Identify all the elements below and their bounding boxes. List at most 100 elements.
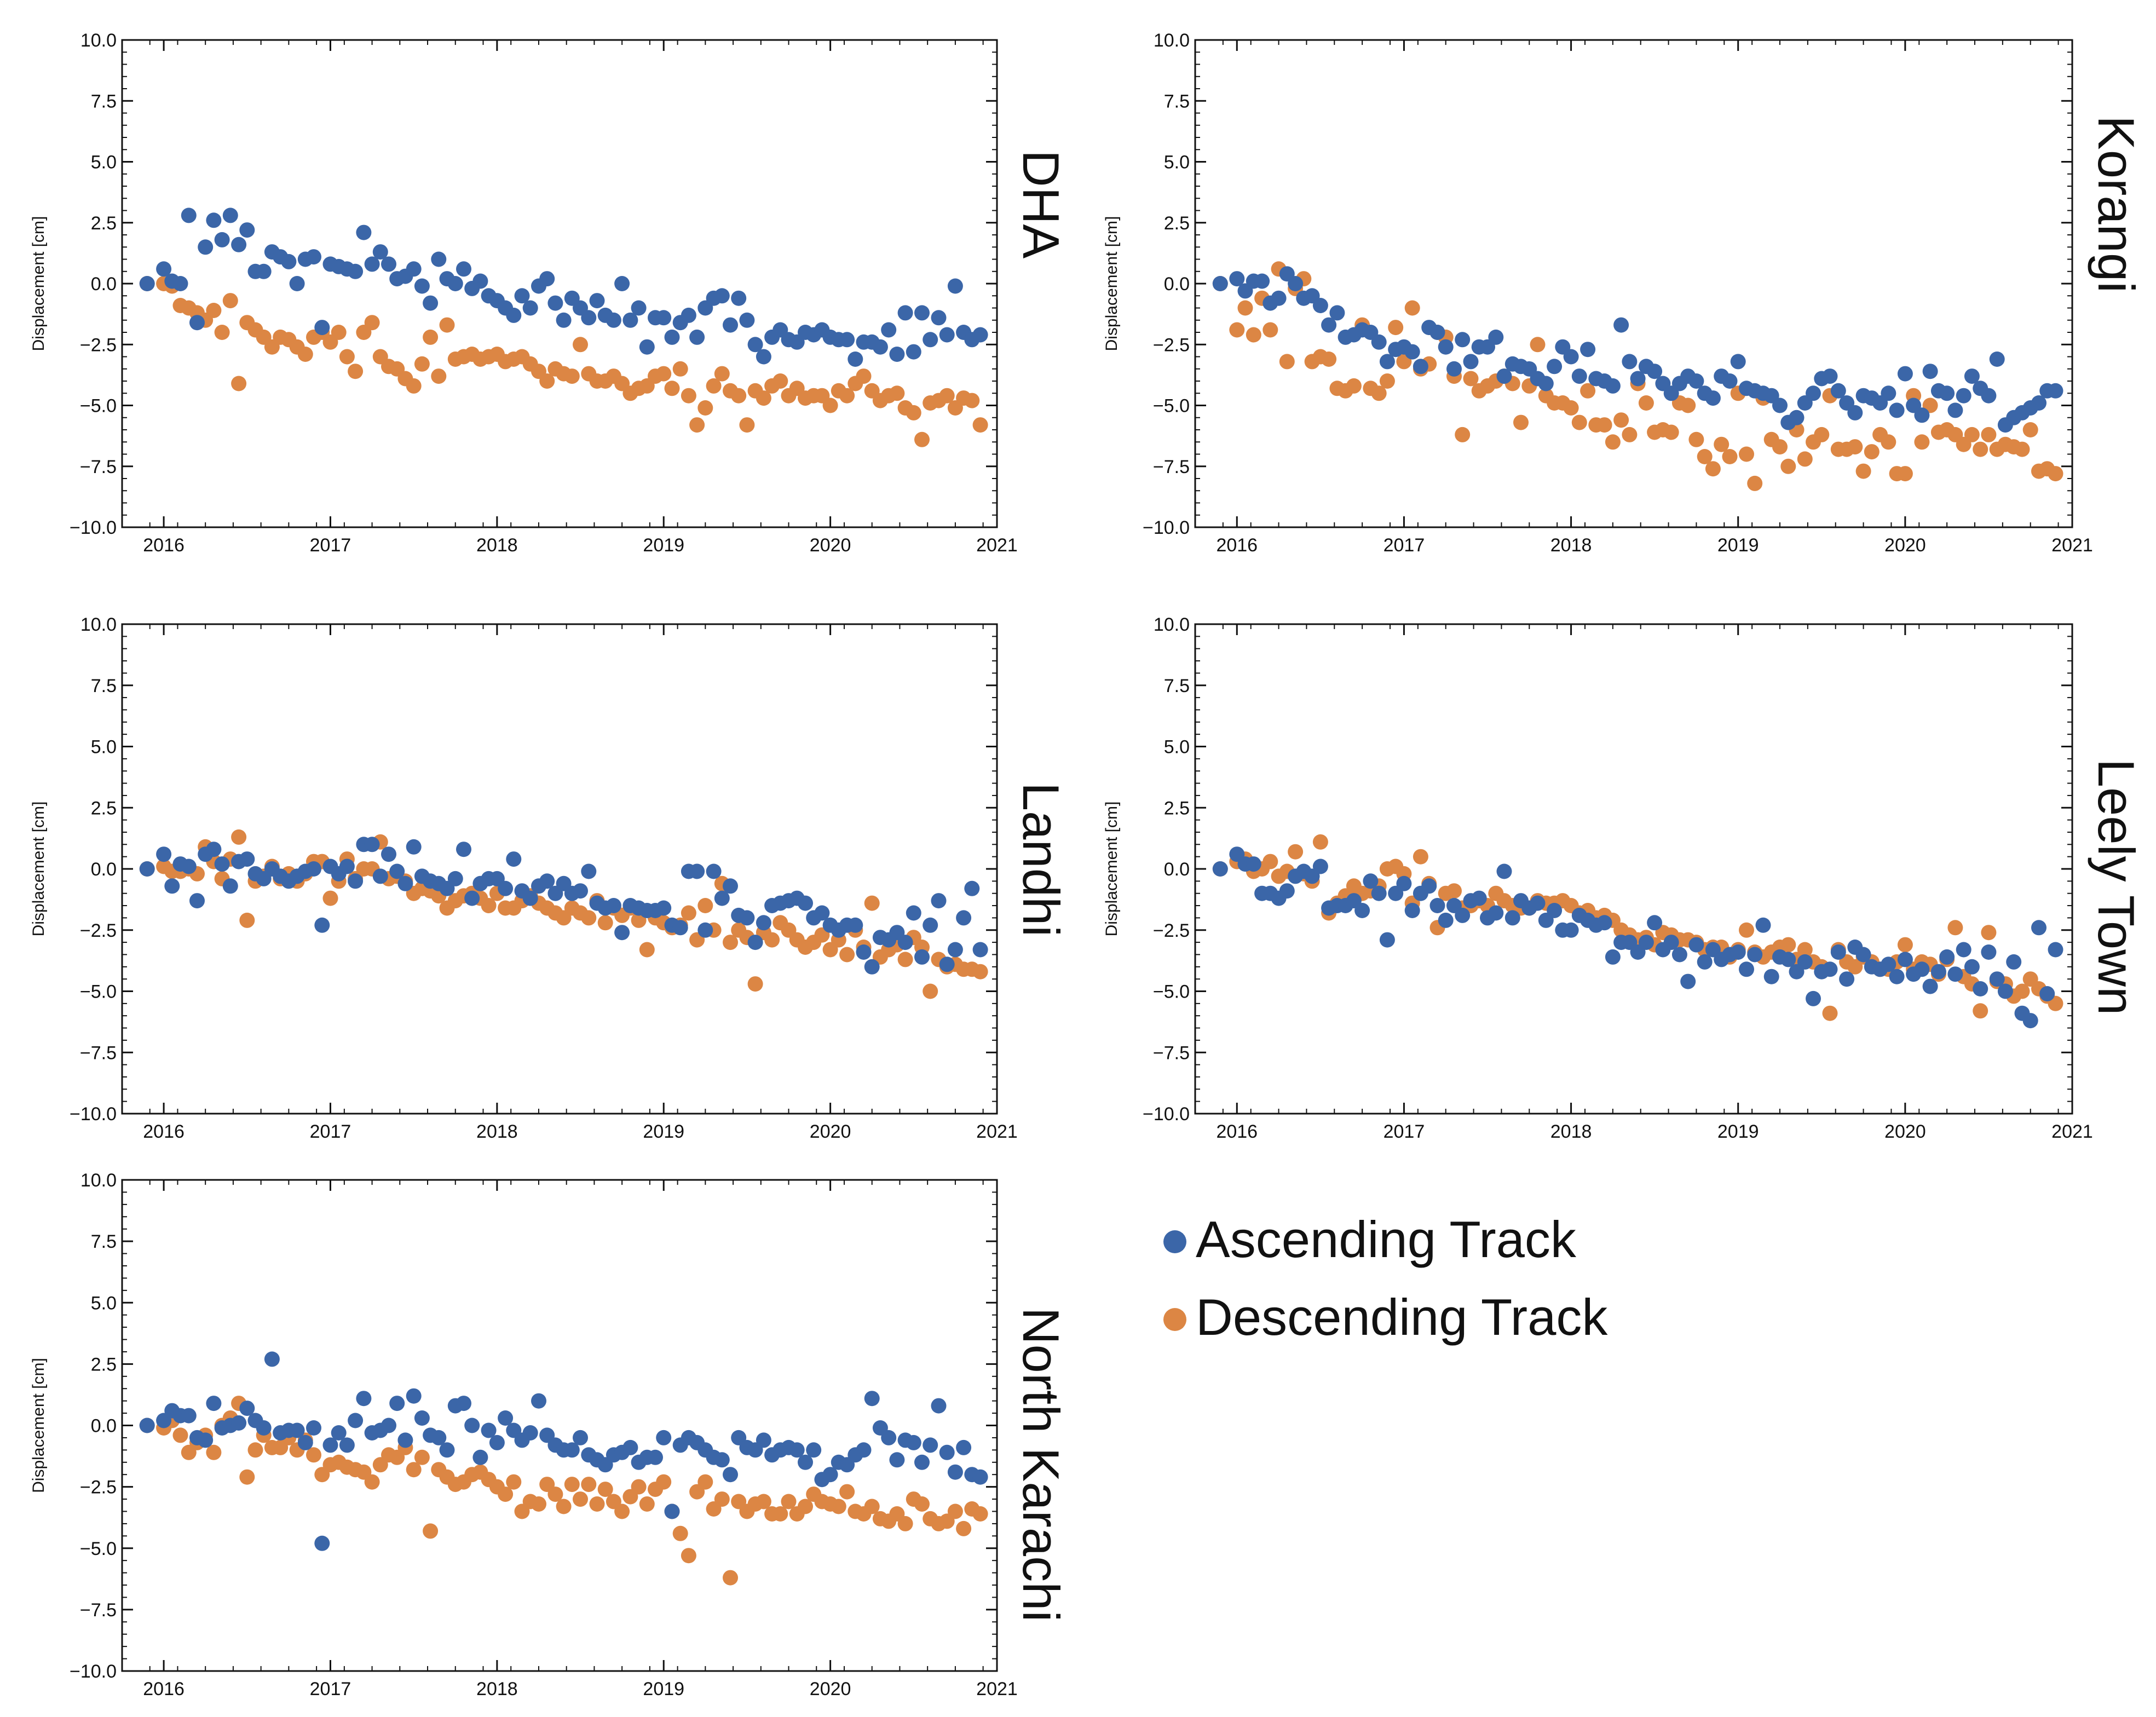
data-point-descending <box>506 1474 522 1490</box>
data-point-ascending <box>1630 371 1646 387</box>
data-point-ascending <box>1563 922 1579 938</box>
data-point-descending <box>1371 385 1387 401</box>
y-axis-label: Displacement [cm] <box>1103 802 1121 937</box>
data-point-descending <box>1663 424 1679 440</box>
data-point-ascending <box>1371 885 1387 901</box>
data-point-ascending <box>439 1442 455 1458</box>
data-point-ascending <box>539 271 555 287</box>
y-tick-label: 2.5 <box>91 213 117 234</box>
x-tick-label-2020: 2020 <box>1884 1121 1926 1142</box>
data-point-ascending <box>1881 385 1896 401</box>
data-point-descending <box>631 1479 647 1495</box>
data-point-ascending <box>206 842 222 857</box>
data-point-descending <box>1947 920 1963 936</box>
data-point-descending <box>1563 400 1579 416</box>
data-point-descending <box>348 364 364 379</box>
data-point-ascending <box>181 858 197 874</box>
y-tick-label: 7.5 <box>1164 676 1190 696</box>
data-point-ascending <box>881 322 897 338</box>
data-point-ascending <box>564 1442 580 1458</box>
data-point-descending <box>564 368 580 384</box>
data-point-descending <box>756 390 771 406</box>
x-tick-label-2018: 2018 <box>1550 1121 1592 1142</box>
chart-panel-north-karachi: 2016 2017 2018 2019 2020 2021 10.0 7.5 5.0 2.5 0.0… <box>30 1170 1070 1699</box>
data-point-descending <box>581 910 597 926</box>
data-point-ascending <box>397 1432 413 1448</box>
data-point-ascending <box>348 263 364 279</box>
series-ascending <box>139 837 988 975</box>
data-point-descending <box>1822 1005 1838 1021</box>
data-point-descending <box>923 983 938 999</box>
data-point-ascending <box>1571 368 1587 384</box>
data-point-ascending <box>1730 354 1746 370</box>
data-point-descending <box>964 393 980 408</box>
data-point-ascending <box>1212 861 1228 877</box>
x-tick-label-2017: 2017 <box>310 1121 351 1142</box>
data-point-ascending <box>664 1503 680 1519</box>
data-point-ascending <box>1404 903 1420 918</box>
data-point-descending <box>1580 383 1596 399</box>
y-axis-label: Displacement [cm] <box>30 1358 48 1493</box>
data-point-descending <box>1455 427 1471 442</box>
data-point-ascending <box>214 856 230 872</box>
data-point-ascending <box>1730 944 1746 960</box>
data-point-descending <box>1981 427 1997 442</box>
series-ascending <box>139 1351 988 1551</box>
panel-title-landhi: Landhi <box>1012 782 1070 937</box>
data-point-descending <box>672 1525 688 1541</box>
data-point-ascending <box>1647 364 1663 379</box>
y-tick-label: 7.5 <box>91 1231 117 1252</box>
data-point-ascending <box>923 917 938 933</box>
data-point-ascending <box>222 208 238 223</box>
data-point-ascending <box>1881 957 1896 972</box>
data-point-ascending <box>522 1425 538 1441</box>
data-point-ascending <box>972 942 988 958</box>
data-point-ascending <box>714 1452 730 1468</box>
data-point-ascending <box>198 1432 214 1448</box>
data-point-descending <box>731 388 747 404</box>
x-tick-label-2020: 2020 <box>810 1121 851 1142</box>
x-tick-label-2021: 2021 <box>976 1121 1018 1142</box>
panel-title-korangi: Korangi <box>2088 116 2145 293</box>
data-point-ascending <box>1596 915 1612 931</box>
data-point-ascending <box>931 310 947 326</box>
data-point-ascending <box>1889 969 1905 984</box>
data-point-descending <box>481 898 497 913</box>
data-point-ascending <box>939 327 955 343</box>
data-point-ascending <box>714 288 730 304</box>
data-point-ascending <box>1329 305 1345 321</box>
data-point-descending <box>681 905 696 921</box>
data-point-ascending <box>506 851 522 867</box>
data-point-ascending <box>1981 388 1997 404</box>
data-point-ascending <box>573 883 588 899</box>
data-point-ascending <box>547 295 563 311</box>
data-point-descending <box>1688 431 1704 447</box>
data-point-descending <box>1714 436 1730 452</box>
data-point-ascending <box>1839 971 1855 987</box>
data-point-ascending <box>731 290 747 306</box>
y-tick-label: 0.0 <box>91 859 117 880</box>
data-point-ascending <box>331 1425 347 1441</box>
data-point-ascending <box>906 344 921 360</box>
data-point-ascending <box>1763 969 1779 984</box>
x-tick-label-2016: 2016 <box>1216 535 1258 556</box>
data-point-descending <box>547 1486 563 1502</box>
data-point-ascending <box>139 861 155 877</box>
data-point-ascending <box>1488 905 1504 921</box>
data-point-ascending <box>931 1398 947 1414</box>
data-point-ascending <box>306 861 321 877</box>
x-tick-label-2021: 2021 <box>2051 535 2093 556</box>
data-point-ascending <box>1254 273 1270 289</box>
y-tick-label: −10.0 <box>70 1661 117 1682</box>
y-axis-label: Displacement [cm] <box>1103 216 1121 352</box>
data-point-ascending <box>514 288 530 304</box>
data-point-ascending <box>1989 971 2005 987</box>
data-point-ascending <box>756 1432 771 1448</box>
data-point-descending <box>239 1469 255 1485</box>
data-point-ascending <box>472 1449 488 1465</box>
data-point-ascending <box>573 1430 588 1445</box>
data-point-descending <box>2048 466 2063 482</box>
data-point-descending <box>406 378 422 394</box>
data-point-descending <box>1780 458 1796 474</box>
data-point-ascending <box>356 224 372 240</box>
